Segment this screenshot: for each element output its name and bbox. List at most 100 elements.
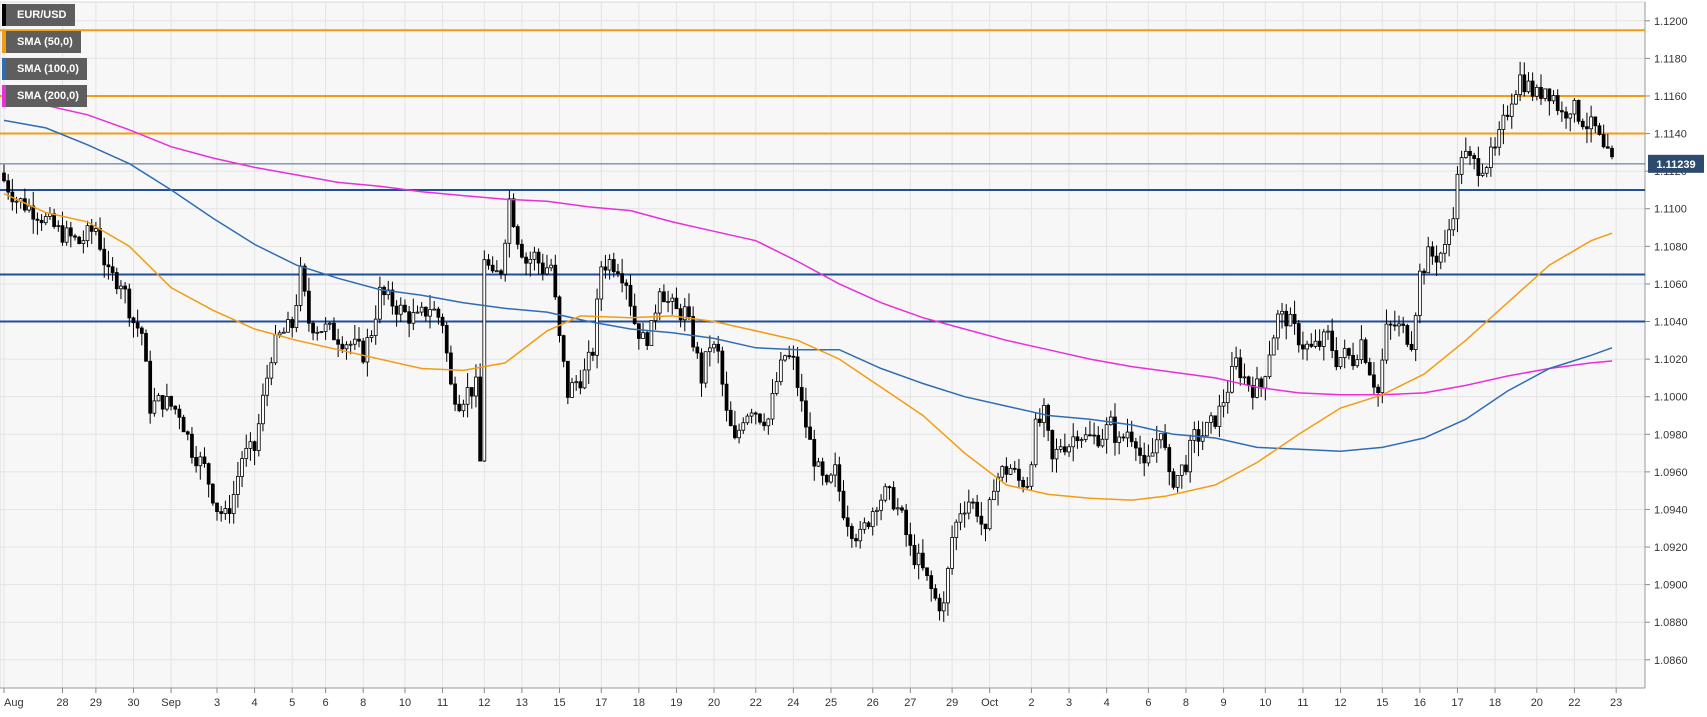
x-tick-label: 13 [516, 697, 528, 709]
candle [215, 502, 219, 521]
candle-body [1572, 99, 1577, 115]
x-tick-label: Oct [981, 697, 998, 709]
legend-item[interactable]: SMA (100,0) [2, 58, 87, 80]
candle [244, 434, 249, 467]
y-tick-label: 1.1020 [1654, 354, 1688, 366]
sma-200-line [3, 91, 1613, 396]
candle [1539, 74, 1543, 105]
candle [1234, 346, 1238, 370]
candle [862, 517, 867, 534]
candle [1593, 116, 1598, 134]
legend-item[interactable]: SMA (50,0) [2, 31, 81, 53]
candle-body [31, 205, 36, 220]
candle-body [181, 416, 186, 433]
candle-body [240, 458, 244, 477]
candle [916, 543, 921, 580]
candle [1505, 105, 1510, 121]
candle-body [1188, 439, 1193, 473]
candle-body [440, 316, 445, 326]
candle [407, 306, 411, 338]
candle-body [365, 337, 370, 363]
legend-item[interactable]: SMA (200,0) [2, 85, 87, 107]
candle [1560, 101, 1564, 122]
x-tick-label: 30 [127, 697, 139, 709]
candle-body [1100, 438, 1105, 447]
candle-body [1597, 125, 1602, 135]
candle [950, 525, 954, 575]
candle [227, 495, 232, 524]
candle-body [841, 490, 846, 519]
candle-body [887, 486, 892, 489]
candle [670, 293, 675, 315]
candle [528, 251, 533, 277]
candle-body [966, 501, 971, 514]
candle [929, 570, 934, 602]
candle [1271, 334, 1276, 356]
candle-body [428, 309, 432, 317]
legend-swatch [2, 31, 6, 53]
candle [94, 221, 98, 236]
candle-body [281, 331, 286, 334]
candle-body [98, 228, 102, 250]
candle-body [68, 227, 73, 237]
candle [958, 503, 963, 531]
candle [252, 440, 257, 466]
candle [524, 252, 528, 276]
candle-body [808, 426, 812, 440]
candle-body [879, 499, 883, 511]
candle [887, 485, 892, 500]
candle [177, 404, 182, 430]
candle-body [319, 331, 324, 333]
candle-body [1447, 229, 1451, 245]
candle-body [783, 355, 787, 361]
candle [1518, 61, 1522, 102]
candle [1175, 475, 1180, 493]
candle [657, 287, 662, 321]
candle [1134, 437, 1138, 461]
candle [879, 494, 883, 521]
candle-body [1547, 88, 1552, 102]
candle [369, 330, 374, 343]
legend-item[interactable]: EUR/USD [2, 4, 75, 26]
candle-body [352, 338, 357, 345]
candle [808, 412, 812, 440]
candle-body [269, 362, 274, 379]
candle-body [1021, 479, 1025, 488]
candle [440, 313, 445, 334]
candle [645, 329, 650, 350]
candle-body [632, 305, 637, 325]
candle [620, 258, 625, 293]
candle-body [707, 347, 712, 353]
candle-body [1246, 376, 1251, 386]
candle-body [190, 433, 194, 458]
candle [449, 345, 453, 386]
candle [1021, 476, 1025, 493]
candle [89, 219, 94, 244]
candle [724, 371, 729, 422]
candle-body [1025, 485, 1030, 488]
candle [144, 329, 148, 362]
candle [248, 432, 253, 461]
legend: EUR/USD SMA (50,0) SMA (100,0) SMA (200,0) [2, 4, 87, 112]
candle-body [741, 422, 746, 431]
candle [1555, 89, 1560, 116]
candle-body [724, 383, 729, 411]
candle-body [261, 394, 265, 425]
candle [1184, 454, 1188, 475]
candle-body [812, 439, 817, 467]
candle-body [599, 266, 604, 300]
candle-body [294, 305, 299, 328]
candle-body [712, 343, 716, 349]
candle-body [315, 331, 320, 334]
candle-body [89, 225, 94, 232]
candle-body [1142, 455, 1147, 464]
candle [762, 413, 767, 431]
candle [1363, 337, 1368, 365]
candle [1230, 351, 1234, 394]
candle-body [954, 521, 959, 538]
y-tick-label: 1.1200 [1654, 16, 1688, 28]
candle-body [1472, 155, 1477, 159]
candle-body [419, 306, 424, 313]
candle-body [286, 319, 290, 333]
